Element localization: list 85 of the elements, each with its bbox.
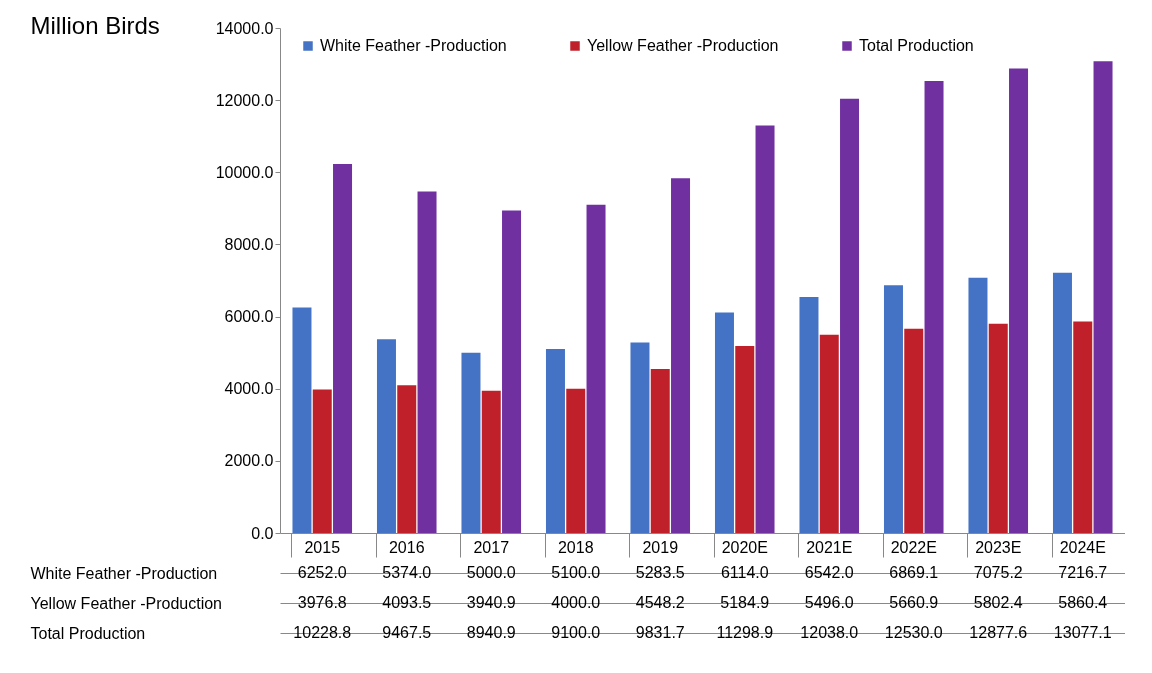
bar — [586, 204, 606, 533]
data-label: 6252.0 — [297, 564, 347, 581]
x-tick-label: 2015 — [304, 538, 341, 556]
data-label: 4093.5 — [382, 594, 432, 611]
bar — [397, 385, 417, 533]
bar — [292, 307, 312, 533]
data-label: 7075.2 — [973, 564, 1023, 581]
data-label: 3940.9 — [466, 594, 516, 611]
bar — [714, 312, 734, 533]
bar — [968, 277, 988, 533]
legend-label: Yellow Feather -Production — [587, 37, 779, 54]
data-label: 6114.0 — [720, 564, 769, 581]
text: White Feather -Production — [30, 564, 218, 582]
data-label: 5184.9 — [720, 594, 770, 611]
legend-label: White Feather -Production — [320, 37, 507, 54]
bar — [461, 352, 481, 533]
x-tick-label: 2019 — [642, 538, 679, 556]
x-tick-label: 2017 — [473, 538, 510, 556]
x-tick-label: 2016 — [388, 538, 425, 556]
bar — [799, 297, 819, 533]
y-tick-label: 8000.0 — [224, 235, 274, 253]
x-tick-label: 2020E — [721, 538, 768, 556]
data-label: 5000.0 — [466, 564, 516, 581]
bar — [566, 388, 586, 533]
data-label: 4548.2 — [635, 594, 685, 611]
bar — [735, 345, 755, 533]
data-label: 7216.7 — [1058, 564, 1108, 581]
bar — [819, 334, 839, 533]
data-label: 5660.9 — [889, 594, 939, 611]
x-tick-label: 2021E — [806, 538, 853, 556]
data-label: 12877.6 — [969, 624, 1028, 641]
data-label: 11298.9 — [716, 624, 774, 641]
bar — [1073, 321, 1093, 533]
bar — [333, 164, 353, 533]
data-label: 5860.4 — [1058, 594, 1108, 611]
data-label: 5374.0 — [382, 564, 432, 581]
bar — [502, 210, 522, 533]
bar — [988, 323, 1008, 533]
bar — [650, 368, 670, 533]
bar — [924, 81, 944, 533]
bar — [840, 98, 860, 533]
bar — [671, 178, 691, 533]
y-tick-label: 6000.0 — [224, 308, 274, 326]
text: Yellow Feather -Production — [30, 594, 223, 612]
y-tick-label: 4000.0 — [224, 380, 274, 398]
bar — [481, 390, 501, 533]
bar — [630, 342, 650, 533]
bar — [755, 125, 775, 533]
data-label: 5802.4 — [973, 594, 1023, 611]
data-label: 9831.7 — [635, 624, 685, 641]
bar — [1093, 61, 1113, 533]
y-axis-title: Million Birds — [30, 11, 160, 39]
data-label: 9100.0 — [551, 624, 601, 641]
data-label: 9467.5 — [382, 624, 432, 641]
bar — [312, 389, 332, 533]
x-tick-label: 2018 — [557, 538, 594, 556]
bar — [904, 328, 924, 533]
data-label: 12530.0 — [884, 624, 943, 641]
bar — [883, 285, 903, 533]
y-tick-label: 12000.0 — [215, 91, 274, 109]
data-label: 12038.0 — [800, 624, 859, 641]
x-tick-label: 2022E — [890, 538, 937, 556]
x-tick-label: 2023E — [975, 538, 1022, 556]
data-label: 3976.8 — [297, 594, 347, 611]
data-label: 5496.0 — [804, 594, 854, 611]
data-label: 10228.8 — [293, 624, 352, 641]
bar — [1052, 272, 1072, 533]
bar — [1009, 68, 1029, 533]
bar — [376, 339, 396, 533]
data-label: 13077.1 — [1053, 624, 1112, 641]
y-tick-label: 10000.0 — [215, 163, 274, 181]
y-tick-label: 2000.0 — [224, 452, 274, 470]
text: Total Production — [30, 624, 146, 642]
data-label: 8940.9 — [466, 624, 516, 641]
legend-label: Total Production — [859, 37, 974, 54]
x-tick-label: 2024E — [1059, 538, 1106, 556]
data-label: 6542.0 — [804, 564, 854, 581]
y-tick-label: 0.0 — [251, 524, 274, 542]
y-tick-label: 14000.0 — [215, 19, 274, 37]
bar — [417, 191, 437, 533]
data-label: 4000.0 — [551, 594, 601, 611]
data-label: 6869.1 — [889, 564, 939, 581]
data-label: 5283.5 — [635, 564, 685, 581]
data-label: 5100.0 — [551, 564, 601, 581]
bar — [545, 349, 565, 533]
